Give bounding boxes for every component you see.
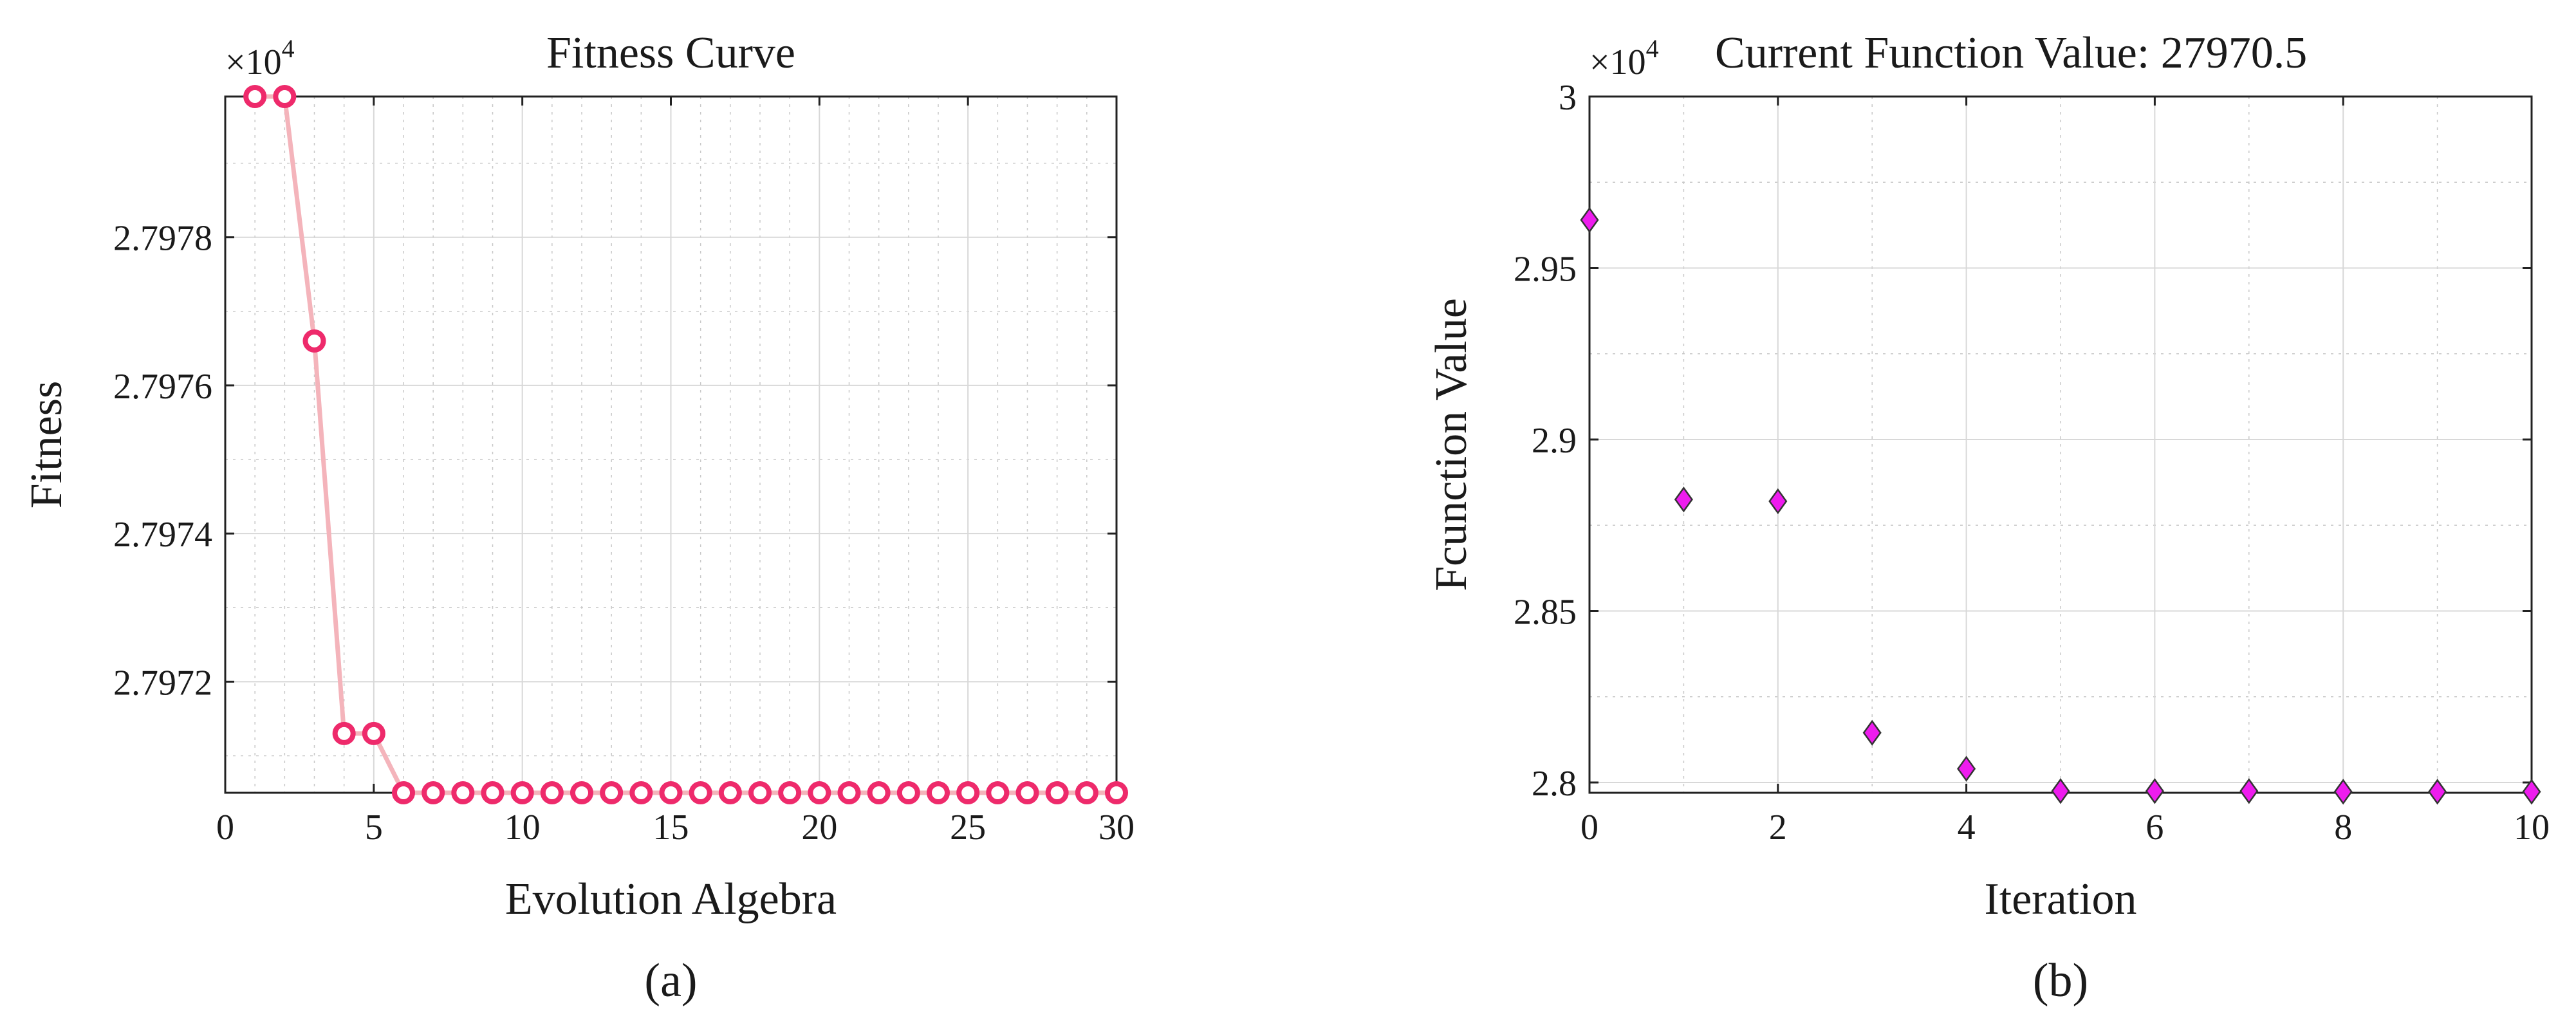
y-tick-label: 2.7972 [113,663,212,703]
panel-label-b: (b) [2033,954,2088,1007]
data-point [629,781,653,804]
x-tick-label: 20 [801,808,837,847]
data-point [2333,779,2353,805]
data-point [570,781,593,804]
data-point [540,781,564,804]
ticks-a: 0 5 10 15 20 25 30 2.7972 2.7974 2.7976 2.7978 [113,97,1135,847]
y-tick-label: 2.85 [1514,593,1577,633]
x-tick-label: 0 [216,808,234,847]
data-point [1045,781,1069,804]
data-point [1674,486,1693,513]
data-point [1580,207,1599,234]
x-tick-label: 15 [653,808,689,847]
data-point [302,329,326,353]
data-point [808,781,831,804]
y-multiplier-base-b: ×10 [1589,42,1646,82]
y-axis-label-b: Fcunction Value [1427,298,1476,591]
grid-b [1589,96,2532,793]
ticks-b: 0 2 4 6 8 10 2.8 2.85 2.9 2.95 3 [1514,78,2550,847]
data-point [1015,781,1039,804]
data-point [2239,778,2259,804]
y-tick-label: 2.7978 [113,219,212,259]
data-point [748,781,772,804]
y-multiplier-exp-a: 4 [282,34,295,63]
chart-a: 0 5 10 15 20 25 30 2.7972 2.7974 2.7976 2.7978 Fit… [22,28,1135,1007]
data-point [510,781,534,804]
data-point [392,781,415,804]
x-tick-label: 6 [2145,808,2164,847]
series-line [255,94,1117,795]
x-tick-label: 30 [1098,808,1135,847]
chart-title-a: Fitness Curve [546,28,795,78]
y-tick-label: 2.8 [1532,764,1577,804]
x-tick-label: 0 [1580,808,1598,847]
x-tick-label: 25 [950,808,986,847]
data-point [778,781,802,804]
data-point [273,85,297,108]
x-tick-label: 10 [2514,808,2550,847]
data-point [718,781,742,804]
x-axis-label-b: Iteration [1984,875,2136,924]
data-point [1105,781,1128,804]
data-point [1957,755,1976,782]
data-point [2522,779,2541,805]
data-point [956,781,980,804]
x-tick-label: 10 [505,808,541,847]
y-tick-label: 2.95 [1514,250,1577,290]
data-point [243,85,267,108]
data-point [362,721,385,745]
data-point [332,721,356,745]
grid-a [225,97,1117,793]
data-point [689,781,712,804]
data-point [600,781,624,804]
y-tick-label: 2.9 [1532,421,1577,461]
data-point [986,781,1010,804]
data-point [2428,779,2447,805]
x-tick-label: 4 [1958,808,1976,847]
y-multiplier-b: ×104 [1589,34,1659,82]
panel-label-a: (a) [644,954,697,1007]
data-point [422,781,445,804]
data-point [867,781,891,804]
data-point [481,781,505,804]
data-point [837,781,861,804]
y-multiplier-base-a: ×10 [225,42,282,82]
x-tick-label: 2 [1769,808,1787,847]
data-point [659,781,683,804]
chart-title-b: Current Function Value: 27970.5 [1715,28,2307,78]
data-point [1768,488,1788,515]
y-axis-label-a: Fitness [22,381,71,508]
y-tick-label: 3 [1559,78,1577,118]
data-point [927,781,950,804]
x-axis-label-a: Evolution Algebra [505,875,837,924]
x-tick-label: 8 [2334,808,2352,847]
data-point [451,781,475,804]
data-point [2145,778,2164,804]
data-point [1075,781,1098,804]
y-multiplier-exp-b: 4 [1646,34,1659,63]
y-multiplier-a: ×104 [225,34,295,82]
data-point [896,781,920,804]
data-point [2051,778,2070,804]
x-tick-label: 5 [365,808,383,847]
y-tick-label: 2.7974 [113,515,212,555]
series-b [1580,207,2541,805]
data-point [1862,719,1882,746]
chart-b: 0 2 4 6 8 10 2.8 2.85 2.9 2.95 3 Current Function … [1427,28,2550,1007]
series-a [243,85,1128,804]
y-tick-label: 2.7976 [113,367,212,407]
